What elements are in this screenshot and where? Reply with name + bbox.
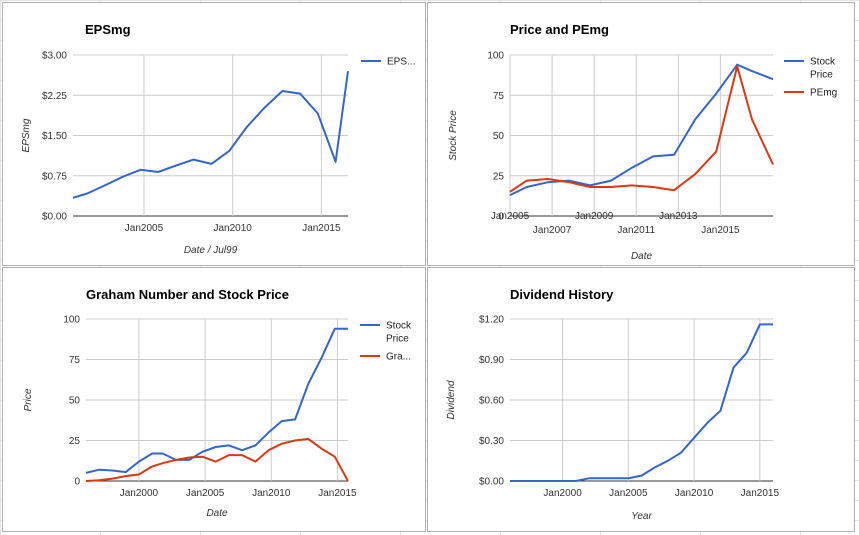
chart-title: Price and PEmg	[510, 22, 609, 37]
x-tick-label: Jan2005	[186, 488, 225, 499]
y-tick-label: $0.30	[479, 436, 504, 447]
x-axis-title: Date	[631, 251, 653, 262]
legend-label: EPS...	[387, 57, 415, 68]
legend-label: PEmg	[810, 88, 837, 99]
y-tick-label: $3.00	[42, 51, 67, 62]
y-tick-label: 50	[493, 131, 505, 142]
y-tick-label: $1.20	[479, 315, 504, 326]
series-line	[509, 65, 774, 193]
x-tick-label: Jan2015	[318, 488, 357, 499]
y-tick-label: 100	[63, 315, 80, 326]
y-axis-title: Dividend	[446, 380, 457, 419]
x-tick-label: Jan2005	[125, 223, 164, 234]
y-tick-label: $1.50	[42, 131, 67, 142]
y-tick-label: 50	[69, 396, 81, 407]
x-tick-label: Jan2010	[252, 488, 291, 499]
legend-label: Stock Price	[386, 321, 412, 345]
x-axis-title: Date	[206, 508, 228, 519]
graham-chart-panel: Graham Number and Stock Price 0 25 50 75 100 J…	[2, 267, 426, 532]
dividend-chart: Dividend History $0.00 $0.30 $0.60 $0.90 $1.2…	[446, 287, 780, 522]
y-axis-title: EPSmg	[21, 118, 32, 152]
price-pe-chart-panel: Price and PEmg 0 25 50 75 100 Jan2005 Jan2007 Ja…	[427, 2, 855, 266]
x-axis-title: Date / Jul99	[184, 245, 238, 256]
x-tick-label: Jan2015	[302, 223, 341, 234]
graham-chart: Graham Number and Stock Price 0 25 50 75 100 J…	[23, 287, 412, 519]
y-tick-label: $0.90	[479, 355, 504, 366]
legend-label: Stock Price	[810, 57, 836, 81]
series-line	[85, 437, 349, 482]
eps-chart-panel: EPSmg $0.00 $0.75 $1.50 $2.25 $3.00 Jan2005 Jan…	[2, 2, 426, 266]
y-tick-label: $0.60	[479, 396, 504, 407]
y-tick-label: $2.25	[42, 91, 67, 102]
dividend-chart-panel: Dividend History $0.00 $0.30 $0.60 $0.90 $1.2…	[427, 267, 855, 532]
y-tick-label: 100	[487, 51, 504, 62]
series-line	[72, 70, 349, 199]
x-tick-label: Jan2015	[701, 225, 740, 236]
x-tick-label: Jan2010	[213, 223, 252, 234]
series-line	[509, 63, 774, 197]
eps-chart: EPSmg $0.00 $0.75 $1.50 $2.25 $3.00 Jan2005 Jan…	[21, 22, 415, 256]
chart-title: Dividend History	[510, 287, 614, 302]
y-tick-label: 75	[493, 91, 505, 102]
x-tick-label: Jan2005	[609, 488, 648, 499]
chart-title: Graham Number and Stock Price	[86, 287, 289, 302]
y-tick-label: 25	[69, 436, 81, 447]
x-tick-label: Jan2005	[491, 211, 530, 222]
y-tick-label: 0	[498, 212, 504, 223]
x-axis-title: Year	[631, 511, 652, 522]
x-tick-label: Jan2007	[533, 225, 572, 236]
series-line	[85, 327, 348, 474]
y-tick-label: $0.00	[42, 212, 67, 223]
series-line	[510, 323, 773, 482]
x-tick-label: Jan2009	[575, 211, 614, 222]
y-axis-title: Stock Price	[448, 110, 459, 161]
x-tick-label: Jan2015	[741, 488, 780, 499]
x-tick-label: Jan2011	[617, 225, 655, 236]
y-tick-label: $0.00	[479, 477, 504, 488]
chart-title: EPSmg	[85, 22, 131, 37]
x-tick-label: Jan2000	[120, 488, 159, 499]
y-axis-title: Price	[23, 388, 34, 411]
y-tick-label: 0	[74, 477, 80, 488]
y-tick-label: 25	[493, 171, 505, 182]
y-tick-label: 75	[69, 355, 81, 366]
x-tick-label: Jan2010	[675, 488, 714, 499]
x-tick-label: Jan2000	[543, 488, 582, 499]
x-tick-label: Jan2013	[659, 211, 698, 222]
y-tick-label: $0.75	[42, 171, 67, 182]
price-pe-chart: Price and PEmg0255075100Jan2005Jan2007Ja…	[448, 22, 837, 262]
legend-label: Gra...	[386, 352, 411, 363]
